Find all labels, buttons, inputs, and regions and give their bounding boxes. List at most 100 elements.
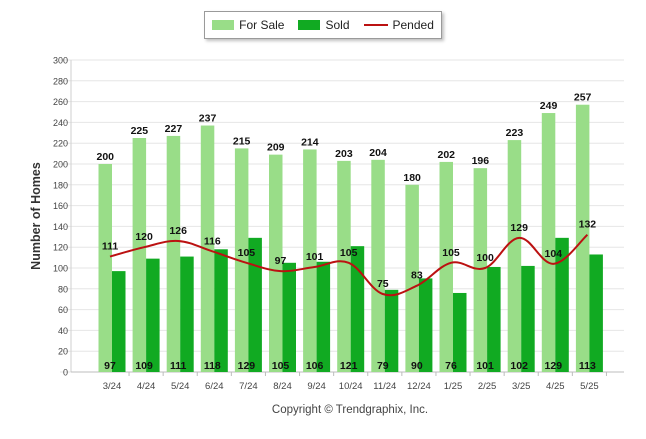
bar-sold bbox=[180, 256, 194, 372]
data-label-pended: 97 bbox=[275, 255, 287, 267]
data-label-for-sale: 237 bbox=[199, 113, 217, 125]
y-tick-label: 180 bbox=[53, 180, 68, 190]
legend: For Sale Sold Pended bbox=[204, 11, 442, 39]
data-label-sold: 121 bbox=[340, 360, 358, 372]
bar-sold bbox=[112, 271, 126, 372]
y-tick-label: 260 bbox=[53, 97, 68, 107]
bar-sold bbox=[350, 246, 365, 372]
y-tick-label: 240 bbox=[53, 118, 68, 128]
data-label-sold: 76 bbox=[445, 360, 457, 372]
bar-for-sale bbox=[269, 154, 283, 372]
data-label-for-sale: 196 bbox=[472, 155, 490, 167]
legend-item-sold: Sold bbox=[298, 18, 350, 32]
bar-sold bbox=[384, 289, 399, 372]
data-label-pended: 105 bbox=[340, 247, 358, 259]
data-label-pended: 105 bbox=[442, 247, 460, 259]
data-label-for-sale: 249 bbox=[540, 100, 558, 112]
x-tick-labels: 3/24 4/24 5/24 6/24 7/24 8/24 9/24 10/24 11/24 12… bbox=[103, 372, 607, 392]
bar-for-sale bbox=[439, 161, 453, 372]
bars bbox=[98, 104, 603, 373]
y-tick-label: 100 bbox=[53, 264, 68, 274]
x-tick-label: 6/24 bbox=[205, 381, 224, 392]
data-label-pended: 129 bbox=[510, 222, 528, 234]
data-label-sold: 109 bbox=[135, 360, 153, 372]
bar-sold bbox=[282, 262, 296, 372]
data-label-pended: 111 bbox=[102, 241, 119, 253]
data-label-pended: 75 bbox=[377, 278, 389, 290]
data-label-for-sale: 202 bbox=[437, 149, 455, 161]
legend-label-pended: Pended bbox=[392, 18, 434, 32]
legend-label-sold: Sold bbox=[325, 18, 350, 32]
bar-sold bbox=[316, 261, 331, 372]
y-tick-label: 0 bbox=[63, 368, 68, 378]
data-label-for-sale: 204 bbox=[369, 147, 387, 159]
y-tick-label: 20 bbox=[58, 347, 68, 357]
bar-sold bbox=[418, 278, 433, 372]
data-label-for-sale: 209 bbox=[267, 142, 285, 154]
x-tick-label: 3/24 bbox=[103, 381, 122, 392]
pended-line bbox=[109, 233, 589, 297]
y-tick-label: 60 bbox=[58, 305, 68, 315]
data-label-for-sale: 214 bbox=[301, 136, 319, 148]
y-tick-label: 300 bbox=[53, 56, 68, 66]
y-tick-labels: 0 20 40 60 80 100 120 140 160 180 200 220 240 260 280 3… bbox=[53, 56, 68, 378]
data-label-sold: 102 bbox=[510, 360, 528, 372]
x-tick-label: 2/25 bbox=[478, 381, 497, 392]
x-tick-label: 10/24 bbox=[339, 381, 363, 392]
bar-for-sale bbox=[166, 135, 181, 372]
x-tick-label: 12/24 bbox=[407, 381, 431, 392]
bar-sold bbox=[146, 258, 160, 372]
data-label-pended: 116 bbox=[204, 235, 221, 247]
data-label-pended: 83 bbox=[411, 270, 423, 282]
bar-for-sale bbox=[507, 140, 522, 372]
bar-for-sale bbox=[98, 164, 112, 372]
data-label-pended: 104 bbox=[545, 248, 563, 260]
bar-sold bbox=[214, 249, 228, 372]
bar-sold bbox=[453, 292, 467, 372]
x-tick-label: 11/24 bbox=[373, 381, 396, 392]
bar-for-sale bbox=[337, 160, 351, 372]
legend-item-for-sale: For Sale bbox=[212, 18, 284, 32]
legend-item-pended: Pended bbox=[363, 18, 434, 32]
data-label-sold: 118 bbox=[204, 360, 221, 372]
data-label-pended: 105 bbox=[238, 247, 256, 259]
bar-sold bbox=[555, 237, 569, 372]
y-tick-label: 120 bbox=[53, 243, 68, 253]
x-tick-label: 3/25 bbox=[512, 381, 531, 392]
bar-sold bbox=[521, 265, 535, 372]
y-tick-label: 200 bbox=[53, 160, 68, 170]
data-label-for-sale: 257 bbox=[574, 92, 592, 104]
x-tick-label: 9/24 bbox=[307, 381, 326, 392]
x-tick-label: 1/25 bbox=[444, 381, 463, 392]
data-label-for-sale: 225 bbox=[131, 125, 149, 137]
data-label-pended: 132 bbox=[579, 219, 597, 231]
data-label-sold: 105 bbox=[272, 360, 290, 372]
x-tick-label: 5/24 bbox=[171, 381, 190, 392]
y-tick-label: 280 bbox=[53, 76, 68, 86]
data-label-for-sale: 200 bbox=[96, 151, 114, 163]
legend-swatch-pended bbox=[363, 24, 388, 26]
data-label-pended: 120 bbox=[135, 231, 153, 243]
legend-swatch-sold bbox=[298, 20, 321, 30]
x-tick-label: 5/25 bbox=[580, 381, 599, 392]
data-label-for-sale: 180 bbox=[403, 172, 421, 184]
data-label-sold: 129 bbox=[545, 360, 563, 372]
data-label-pended: 100 bbox=[476, 252, 494, 264]
data-label-pended: 101 bbox=[306, 251, 324, 263]
pended-line-layer bbox=[109, 233, 589, 297]
bar-for-sale bbox=[132, 138, 147, 372]
x-tick-label: 4/25 bbox=[546, 381, 565, 392]
y-axis-title: Number of Homes bbox=[29, 162, 43, 270]
bar-for-sale bbox=[473, 168, 488, 372]
data-label-sold: 101 bbox=[476, 360, 494, 372]
data-label-for-sale: 227 bbox=[165, 123, 183, 135]
bar-for-sale bbox=[405, 184, 419, 372]
bar-sold bbox=[589, 254, 603, 372]
bar-for-sale bbox=[541, 113, 556, 372]
data-label-sold: 90 bbox=[411, 360, 423, 372]
bar-sold bbox=[248, 237, 262, 372]
data-label-sold: 113 bbox=[579, 360, 596, 372]
y-tick-label: 40 bbox=[58, 326, 68, 336]
